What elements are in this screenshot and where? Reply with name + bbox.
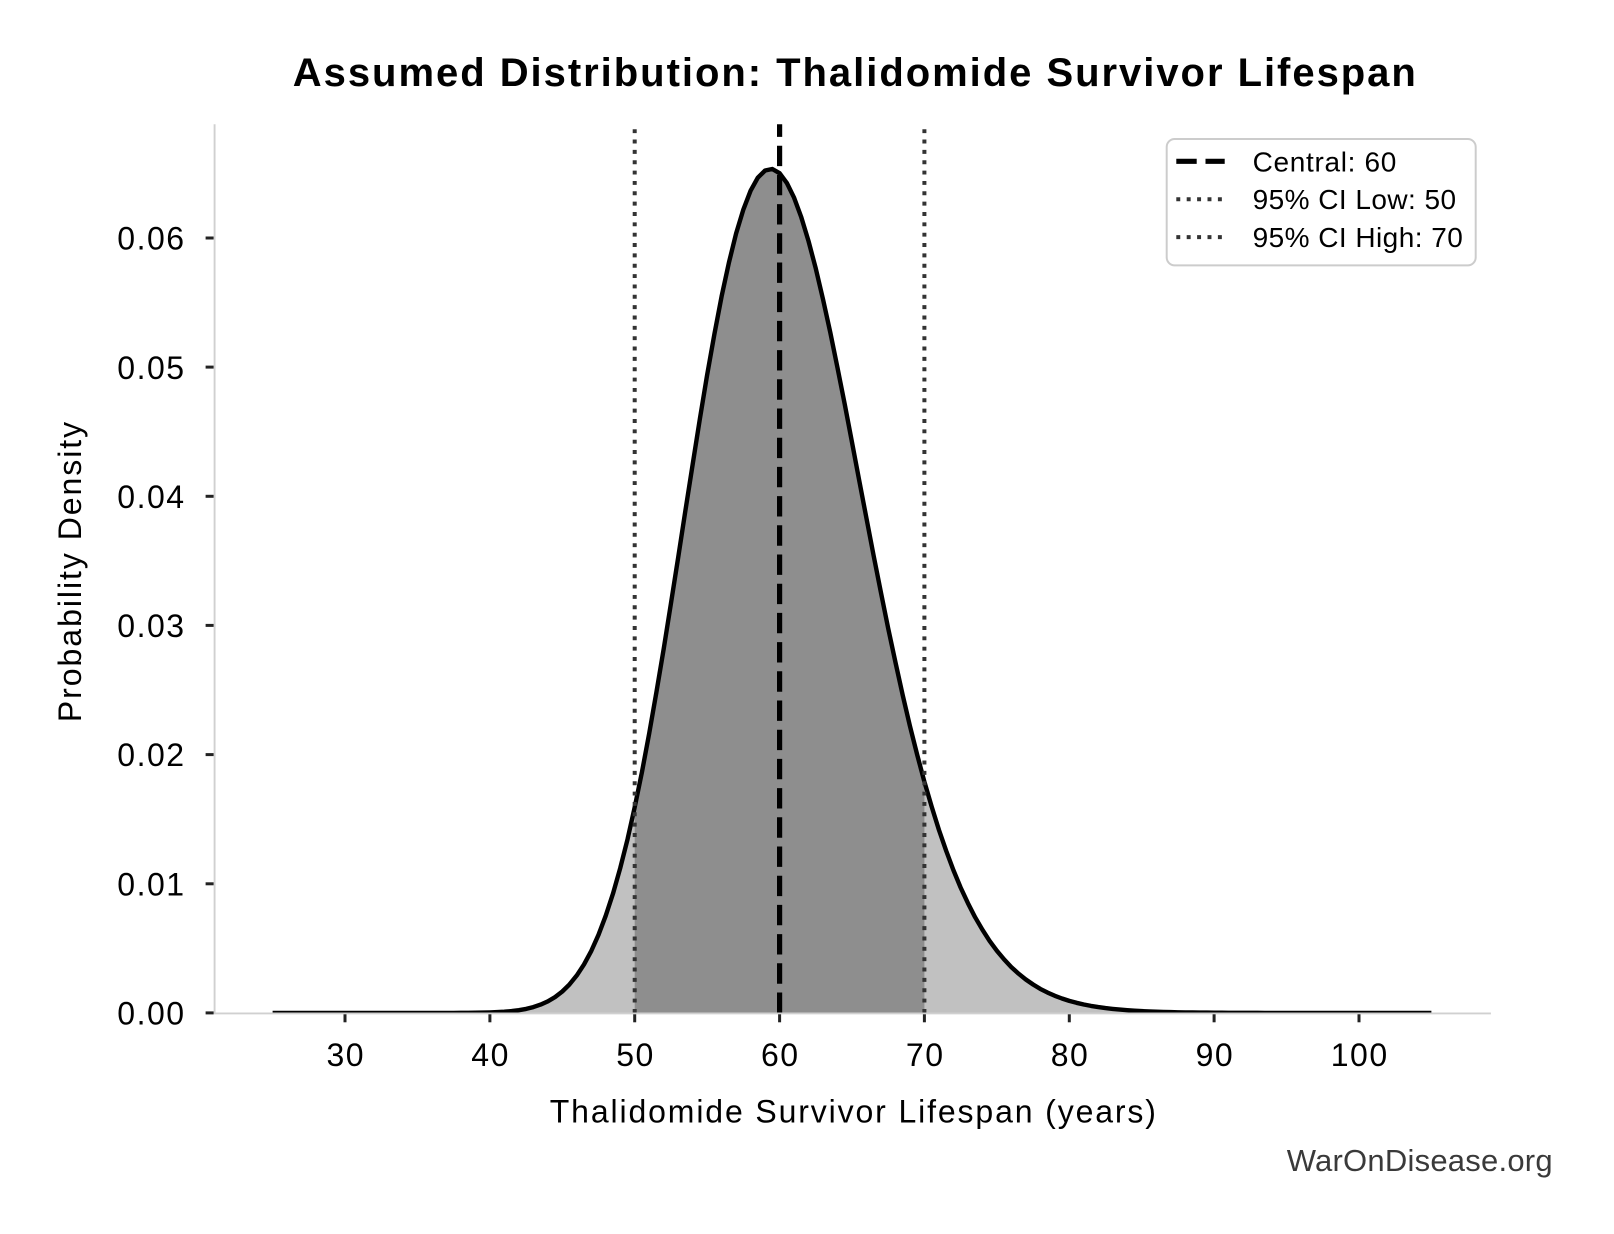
svg-text:50: 50 <box>616 1037 655 1073</box>
svg-text:30: 30 <box>327 1037 366 1073</box>
svg-text:100: 100 <box>1331 1037 1389 1073</box>
svg-text:0.03: 0.03 <box>117 608 185 644</box>
svg-text:0.04: 0.04 <box>117 479 185 515</box>
svg-text:0.02: 0.02 <box>117 737 185 773</box>
svg-text:Thalidomide Survivor Lifespan: Thalidomide Survivor Lifespan (years) <box>550 1094 1158 1130</box>
svg-text:0.05: 0.05 <box>117 350 185 386</box>
svg-text:80: 80 <box>1051 1037 1090 1073</box>
svg-text:WarOnDisease.org: WarOnDisease.org <box>1287 1143 1553 1178</box>
svg-text:90: 90 <box>1196 1037 1235 1073</box>
svg-text:Probability Density: Probability Density <box>52 420 88 722</box>
svg-text:Central: 60: Central: 60 <box>1253 146 1397 177</box>
svg-text:0.01: 0.01 <box>117 866 185 902</box>
svg-text:95% CI High: 70: 95% CI High: 70 <box>1253 222 1464 253</box>
svg-text:Assumed Distribution: Thalidom: Assumed Distribution: Thalidomide Surviv… <box>293 51 1418 95</box>
svg-text:60: 60 <box>761 1037 800 1073</box>
svg-text:0.06: 0.06 <box>117 221 185 257</box>
svg-text:95% CI Low: 50: 95% CI Low: 50 <box>1253 184 1457 215</box>
svg-text:70: 70 <box>906 1037 945 1073</box>
svg-text:40: 40 <box>471 1037 510 1073</box>
svg-text:0.00: 0.00 <box>117 996 185 1032</box>
